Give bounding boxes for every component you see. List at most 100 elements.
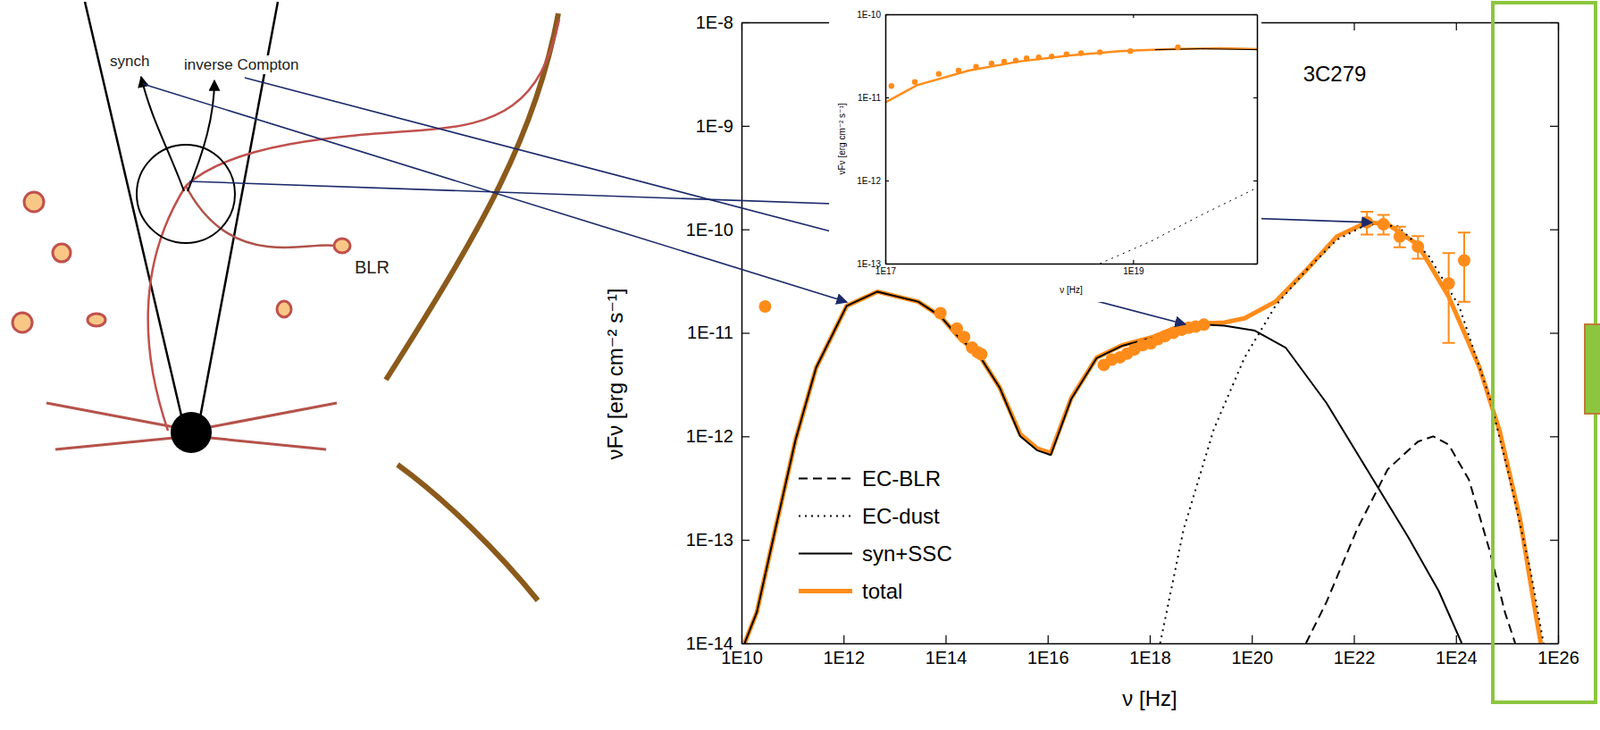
tick-mark (1456, 635, 1458, 644)
highlight-tab (1584, 324, 1600, 414)
data-point (1197, 318, 1211, 331)
disk (46, 402, 175, 428)
tick (1549, 643, 1559, 645)
data-point (972, 63, 979, 69)
x-axis: 1E101E121E141E161E181E201E221E241E26 (720, 635, 1580, 668)
chart: 1E171E191E-131E-121E-111E-10ν [Hz]νFν [e… (829, 5, 1262, 302)
data-point (912, 79, 918, 85)
data-point (1411, 240, 1425, 253)
tick-mark (1253, 14, 1257, 16)
data-point (957, 330, 971, 344)
model-curve (1099, 189, 1254, 264)
data-point (1442, 276, 1456, 290)
y-axis-title: νFν [erg cm⁻² s⁻¹] (837, 102, 847, 175)
x-axis: 1E171E19 (875, 259, 1258, 277)
blr-cloud (52, 243, 71, 262)
y-axis-title: νFν [erg cm⁻² s⁻¹] (603, 288, 628, 461)
tick-label: 1E24 (1435, 647, 1478, 668)
emission-region (136, 144, 235, 243)
tick: 1E-9 (695, 116, 750, 136)
data-point (1377, 217, 1391, 231)
torus (397, 464, 538, 601)
tick-label: 1E-11 (686, 322, 734, 343)
disk (209, 402, 337, 428)
tick: 1E-13 (686, 529, 750, 550)
tick: 1E-11 (857, 92, 889, 103)
model-curve (744, 291, 1462, 644)
tick-mark (1251, 635, 1253, 644)
data-point (988, 60, 995, 67)
blr-cloud (87, 313, 106, 327)
data-point (1393, 230, 1407, 243)
axis-line (1256, 15, 1259, 265)
data-point (1127, 48, 1133, 54)
tick-mark (1549, 539, 1559, 541)
tick: 1E-11 (686, 322, 750, 343)
diagram-label: BLR (352, 256, 392, 278)
tick-mark (1549, 332, 1559, 334)
tick-mark (885, 263, 889, 265)
blr-cloud (12, 312, 33, 333)
tick: 1E19 (1122, 259, 1145, 277)
label-patch (352, 256, 392, 278)
legend-swatch (798, 552, 853, 555)
data-point (758, 300, 771, 313)
diagram-label-text: BLR (354, 257, 390, 277)
error-bar (1442, 252, 1456, 344)
error-bar (1457, 232, 1471, 302)
label-patch (108, 51, 151, 71)
tick (1549, 435, 1559, 437)
data-point (1174, 44, 1181, 51)
legend-swatch (798, 515, 853, 518)
disk (209, 437, 327, 450)
tick: 1E-8 (695, 12, 750, 33)
diagram-label-text: inverse Compton (184, 56, 300, 74)
tick-label: 1E-12 (686, 426, 734, 446)
tick: 1E22 (1333, 635, 1376, 668)
tick-label: 1E-13 (856, 259, 881, 269)
photon-path (185, 19, 560, 186)
error-bar (1377, 214, 1391, 235)
tick (1253, 180, 1257, 182)
y-axis-right (1253, 15, 1258, 265)
tick-mark (1253, 180, 1257, 182)
tick-label: 1E-10 (686, 219, 734, 240)
tick-mark (741, 125, 750, 127)
tick-mark (1549, 643, 1559, 645)
error-bar (1411, 235, 1425, 259)
tick-label: 1E-12 (856, 175, 881, 186)
model-curve (1155, 49, 1257, 51)
diagram: synch inverse Compton BLR (12, 1, 560, 601)
data-point (1078, 50, 1084, 56)
emission-arrow (187, 80, 215, 192)
tick-mark (885, 180, 889, 182)
tick (1253, 263, 1257, 265)
tick-label: 1E20 (1231, 647, 1274, 668)
inset-background (1026, 282, 1116, 302)
tick-mark (1549, 125, 1559, 127)
tick-mark (1353, 635, 1355, 644)
tick-mark (1253, 263, 1257, 265)
tick: 1E16 (1027, 635, 1070, 668)
figure: 1E101E121E141E161E181E201E221E241E261E-1… (0, 0, 1600, 730)
tick (1549, 333, 1559, 335)
diagram-label-text: synch (109, 52, 150, 70)
diagram-label: inverse Compton (182, 55, 302, 75)
tick: 1E-12 (856, 175, 889, 186)
blr-cloud (334, 238, 351, 253)
tick-mark (1353, 22, 1355, 31)
tick-label: 1E-8 (695, 12, 734, 33)
disk (55, 437, 175, 450)
legend-label: syn+SSC (862, 541, 953, 566)
tick (1253, 97, 1257, 99)
data-point (955, 67, 962, 74)
tick-mark (741, 229, 750, 231)
data-point (934, 306, 947, 319)
data-point (1457, 254, 1471, 268)
blr-cloud (24, 192, 44, 212)
model-curve (1160, 224, 1544, 644)
tick (1354, 22, 1356, 31)
tick-mark (1132, 14, 1134, 18)
tick-mark (1132, 259, 1134, 264)
model-curve (744, 222, 1541, 644)
